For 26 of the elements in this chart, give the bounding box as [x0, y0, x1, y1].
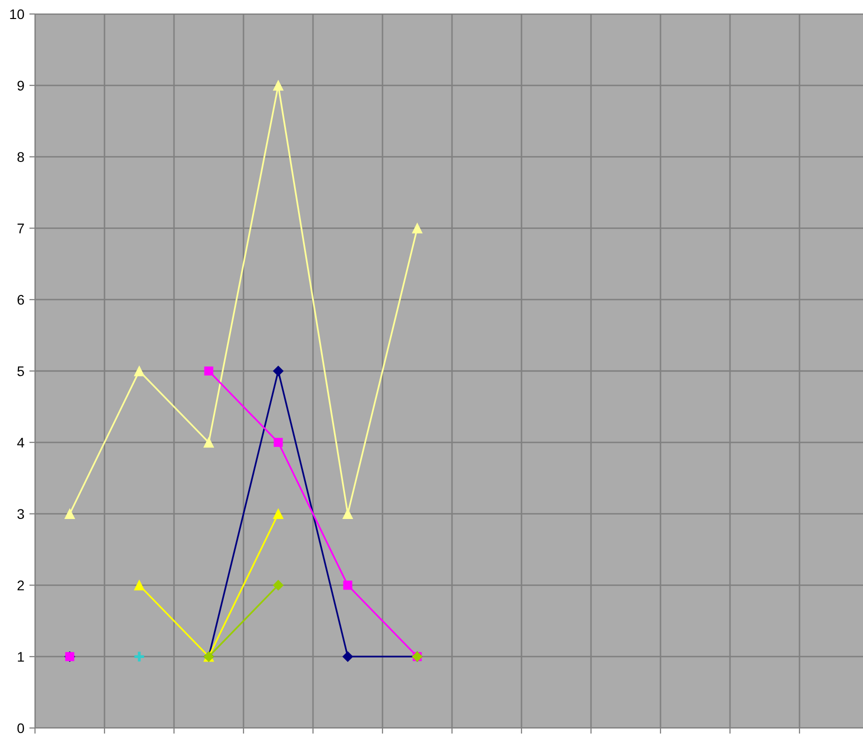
point — [272, 366, 284, 376]
point — [343, 580, 352, 590]
point — [273, 508, 284, 520]
y-tick-label: 10 — [10, 9, 24, 20]
point — [134, 366, 144, 376]
point — [133, 650, 146, 663]
point — [342, 508, 353, 520]
y-tick-label: 8 — [17, 152, 24, 162]
point — [273, 80, 284, 91]
point — [342, 651, 354, 662]
y-tick-label: 1 — [18, 652, 24, 662]
point — [272, 580, 284, 590]
y-tick-label: 2 — [18, 580, 24, 590]
y-tick-label: 7 — [18, 224, 24, 234]
y-tick-label: 9 — [18, 80, 24, 91]
y-tick-label: 0 — [17, 723, 24, 734]
point — [64, 508, 75, 520]
y-tick-label: 4 — [17, 438, 24, 448]
y-tick-label: 3 — [17, 509, 24, 519]
point — [204, 366, 214, 376]
y-tick-label: 5 — [17, 366, 24, 376]
point — [204, 437, 214, 448]
point — [134, 580, 144, 590]
y-tick-label: 6 — [18, 294, 24, 305]
point — [274, 438, 283, 447]
point — [412, 222, 422, 234]
